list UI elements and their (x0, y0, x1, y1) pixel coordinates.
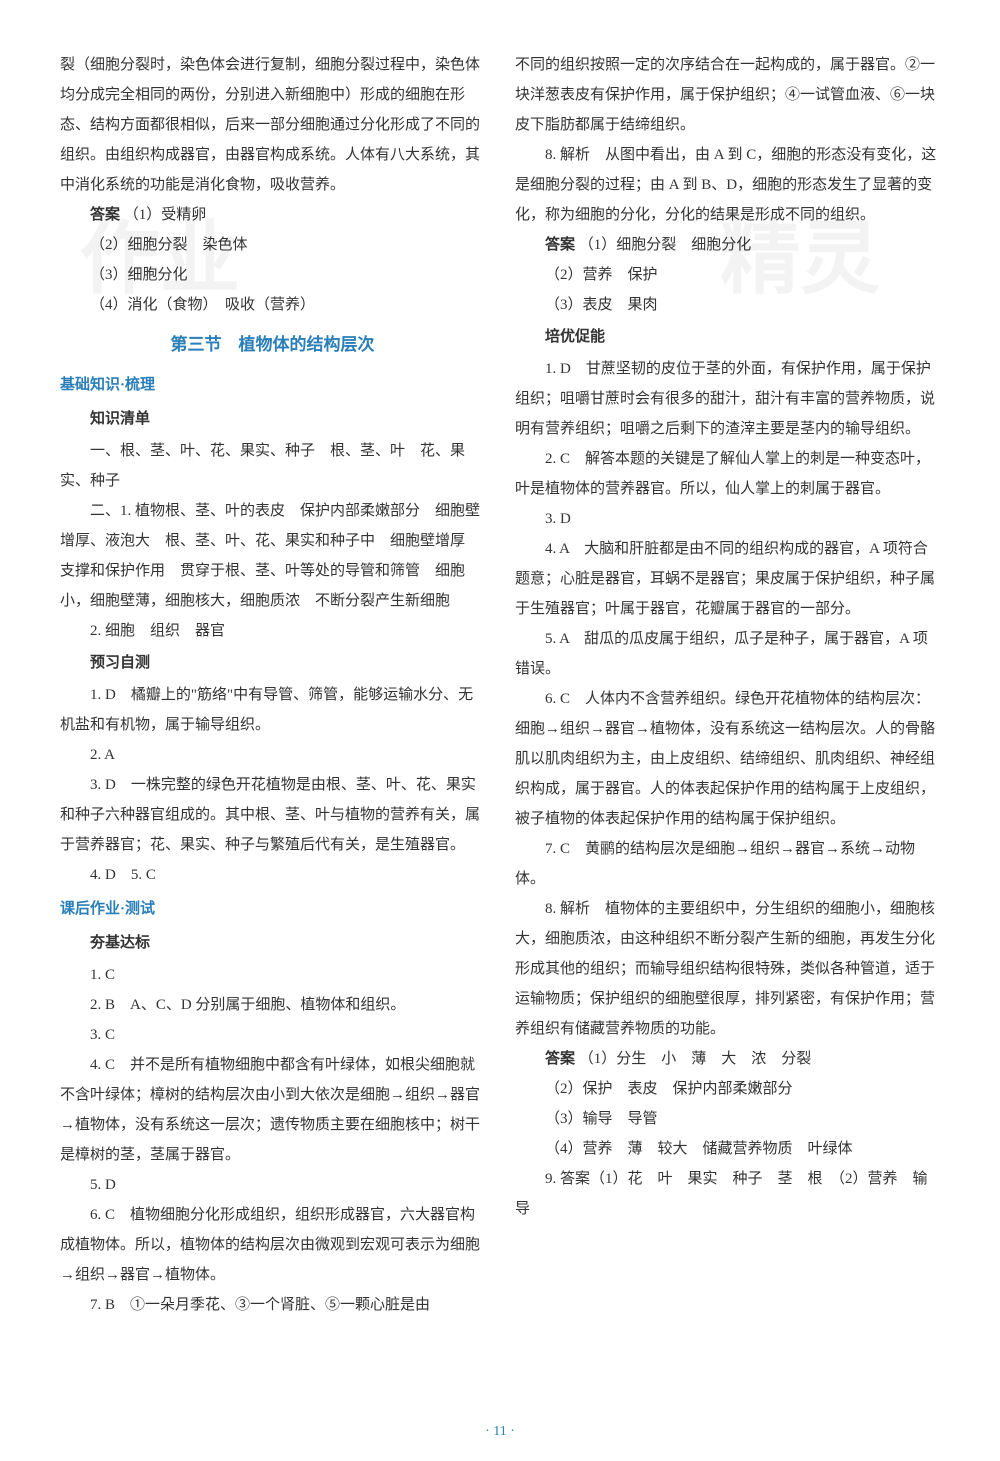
section-title: 第三节 植物体的结构层次 (60, 328, 485, 362)
homework-heading: 课后作业·测试 (60, 894, 485, 924)
preview-4: 4. D 5. C (60, 860, 485, 890)
right-column: 不同的组织按照一定的次序结合在一起构成的，属于器官。②一块洋葱表皮有保护作用，属… (515, 50, 940, 1320)
answer-3: （3）细胞分化 (60, 260, 485, 290)
p8-answers-bold: 答案 (545, 1051, 575, 1067)
item-8-answer-2: （2）营养 保护 (515, 260, 940, 290)
item-8-answer-1: （1）细胞分裂 细胞分化 (579, 237, 752, 253)
knowledge-2-1: 二、1. 植物根、茎、叶的表皮 保护内部柔嫩部分 细胞壁增厚、液泡大 根、茎、叶… (60, 496, 485, 616)
two-column-layout: 裂（细胞分裂时，染色体会进行复制，细胞分裂过程中，染色体均分成完全相同的两份，分… (60, 50, 940, 1320)
item-8-answers-bold: 答案 (545, 237, 575, 253)
promotion-6: 6. C 人体内不含营养组织。绿色开花植物体的结构层次：细胞→组织→器官→植物体… (515, 684, 940, 834)
promotion-5: 5. A 甜瓜的瓜皮属于组织，瓜子是种子，属于器官，A 项错误。 (515, 624, 940, 684)
basic-knowledge-heading: 基础知识·梳理 (60, 370, 485, 400)
item-8-answer-3: （3）表皮 果肉 (515, 290, 940, 320)
promotion-4: 4. A 大脑和肝脏都是由不同的组织构成的器官，A 项符合题意；心脏是器官，耳蜗… (515, 534, 940, 624)
item-8: 8. 解析 从图中看出，由 A 到 C，细胞的形态没有变化，这是细胞分裂的过程；… (515, 140, 940, 230)
standard-7: 7. B ①一朵月季花、③一个肾脏、⑤一颗心脏是由 (60, 1290, 485, 1320)
promotion-2: 2. C 解答本题的关键是了解仙人掌上的刺是一种变态叶，叶是植物体的营养器官。所… (515, 444, 940, 504)
promotion-1: 1. D 甘蔗坚韧的皮位于茎的外面，有保护作用，属于保护组织；咀嚼甘蔗时会有很多… (515, 354, 940, 444)
page-content: 裂（细胞分裂时，染色体会进行复制，细胞分裂过程中，染色体均分成完全相同的两份，分… (60, 50, 940, 1320)
standard-2: 2. B A、C、D 分别属于细胞、植物体和组织。 (60, 990, 485, 1020)
answers-bold: 答案 (90, 207, 120, 223)
knowledge-1: 一、根、茎、叶、花、果实、种子 根、茎、叶 花、果实、种子 (60, 436, 485, 496)
promotion-7: 7. C 黄鹂的结构层次是细胞→组织→器官→系统→动物体。 (515, 834, 940, 894)
page-number: · 11 · (485, 1418, 515, 1446)
item-8-answers: 答案 （1）细胞分裂 细胞分化 (515, 230, 940, 260)
p8-answer-3: （3）输导 导管 (515, 1104, 940, 1134)
left-column: 裂（细胞分裂时，染色体会进行复制，细胞分裂过程中，染色体均分成完全相同的两份，分… (60, 50, 485, 1320)
intro-paragraph: 裂（细胞分裂时，染色体会进行复制，细胞分裂过程中，染色体均分成完全相同的两份，分… (60, 50, 485, 200)
standard-heading: 夯基达标 (60, 928, 485, 958)
p8-answers: 答案 （1）分生 小 薄 大 浓 分裂 (515, 1044, 940, 1074)
preview-2: 2. A (60, 740, 485, 770)
promotion-3: 3. D (515, 504, 940, 534)
promotion-heading: 培优促能 (515, 322, 940, 352)
answer-2: （2）细胞分裂 染色体 (60, 230, 485, 260)
continuation-para: 不同的组织按照一定的次序结合在一起构成的，属于器官。②一块洋葱表皮有保护作用，属… (515, 50, 940, 140)
preview-3: 3. D 一株完整的绿色开花植物是由根、茎、叶、花、果实和种子六种器官组成的。其… (60, 770, 485, 860)
standard-1: 1. C (60, 960, 485, 990)
p8-answer-1: （1）分生 小 薄 大 浓 分裂 (579, 1051, 812, 1067)
answers-label: 答案 （1）受精卵 (60, 200, 485, 230)
answer-1: （1）受精卵 (124, 207, 207, 223)
preview-1: 1. D 橘瓣上的"筋络"中有导管、筛管，能够运输水分、无机盐和有机物，属于输导… (60, 680, 485, 740)
standard-4: 4. C 并不是所有植物细胞中都含有叶绿体，如根尖细胞就不含叶绿体；樟树的结构层… (60, 1050, 485, 1170)
knowledge-2-2: 2. 细胞 组织 器官 (60, 616, 485, 646)
standard-3: 3. C (60, 1020, 485, 1050)
p8-answer-4: （4）营养 薄 较大 储藏营养物质 叶绿体 (515, 1134, 940, 1164)
item-9: 9. 答案（1）花 叶 果实 种子 茎 根 （2）营养 输导 (515, 1164, 940, 1224)
promotion-8: 8. 解析 植物体的主要组织中，分生组织的细胞小，细胞核大，细胞质浓，由这种组织… (515, 894, 940, 1044)
preview-test-heading: 预习自测 (60, 648, 485, 678)
p8-answer-2: （2）保护 表皮 保护内部柔嫩部分 (515, 1074, 940, 1104)
knowledge-list-heading: 知识清单 (60, 404, 485, 434)
standard-6: 6. C 植物细胞分化形成组织，组织形成器官，六大器官构成植物体。所以，植物体的… (60, 1200, 485, 1290)
standard-5: 5. D (60, 1170, 485, 1200)
answer-4: （4）消化（食物） 吸收（营养） (60, 290, 485, 320)
